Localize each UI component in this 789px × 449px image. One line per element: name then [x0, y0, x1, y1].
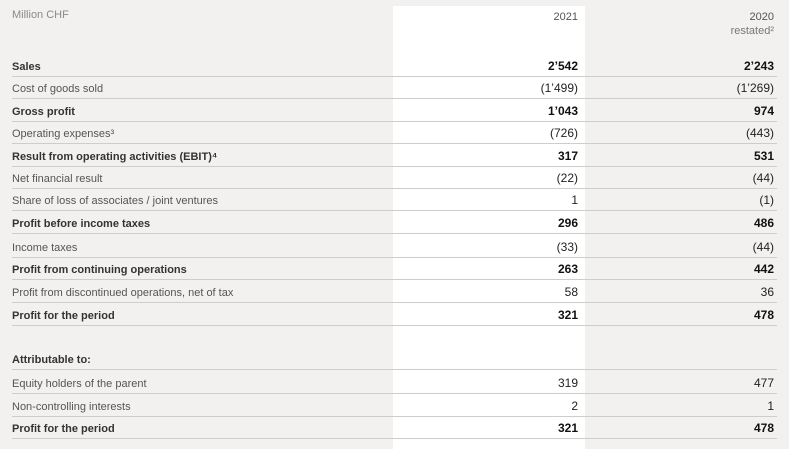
value-2020: (443) [745, 126, 774, 140]
table-row: Profit before income taxes 296 486 [12, 212, 777, 234]
table-row: Income taxes (33) (44) [12, 236, 777, 258]
row-label: Share of loss of associates / joint vent… [12, 195, 219, 207]
value-2020: 531 [753, 149, 774, 163]
column-header-2021: 2021 [553, 11, 578, 23]
row-label: Profit before income taxes [12, 218, 151, 230]
value-2020: (1’269) [736, 81, 774, 95]
value-2021: 296 [557, 216, 578, 230]
value-2020: (1) [759, 193, 774, 207]
value-2021: 317 [557, 149, 578, 163]
value-2020: 1 [767, 399, 774, 413]
value-2020: 478 [753, 308, 774, 322]
row-label: Non-controlling interests [12, 401, 131, 413]
value-2021: (22) [556, 171, 578, 185]
value-2020: 442 [753, 262, 774, 276]
value-2020: 478 [753, 421, 774, 435]
value-2021: 321 [557, 308, 578, 322]
table-row: Profit from discontinued operations, net… [12, 281, 777, 303]
row-label: Profit from discontinued operations, net… [12, 287, 234, 299]
value-2020: (44) [752, 240, 774, 254]
row-label: Sales [12, 61, 41, 73]
table-row: Share of loss of associates / joint vent… [12, 189, 777, 211]
row-label: Profit from continuing operations [12, 264, 187, 276]
value-2021: (1’499) [540, 81, 578, 95]
value-2021: (726) [549, 126, 578, 140]
column-header-2020-note: restated² [730, 25, 774, 37]
value-2020: 974 [753, 104, 774, 118]
attributable-title: Attributable to: [12, 354, 91, 366]
column-2021-highlight [393, 6, 585, 449]
table-row: Operating expenses³ (726) (443) [12, 122, 777, 144]
row-label: Operating expenses³ [12, 128, 115, 140]
table-row: Cost of goods sold (1’499) (1’269) [12, 77, 777, 99]
row-label: Income taxes [12, 242, 78, 254]
value-2021: 2’542 [547, 59, 578, 73]
table-row: Result from operating activities (EBIT)⁴… [12, 145, 777, 167]
value-2021: 1 [571, 193, 578, 207]
row-label: Cost of goods sold [12, 83, 104, 95]
value-2021: 321 [557, 421, 578, 435]
row-label: Profit for the period [12, 423, 115, 435]
value-2021: 1’043 [547, 104, 578, 118]
value-2020: 2’243 [743, 59, 774, 73]
value-2020: 36 [760, 285, 774, 299]
value-2021: 319 [557, 376, 578, 390]
row-label: Equity holders of the parent [12, 378, 147, 390]
table-row: Non-controlling interests 2 1 [12, 395, 777, 417]
table-row: Gross profit 1’043 974 [12, 100, 777, 122]
value-2020: (44) [752, 171, 774, 185]
value-2020: 486 [753, 216, 774, 230]
table-row: Profit for the period 321 478 [12, 304, 777, 326]
value-2021: 2 [571, 399, 578, 413]
row-label: Profit for the period [12, 310, 115, 322]
value-2020: 477 [753, 376, 774, 390]
value-2021: (33) [556, 240, 578, 254]
table-row: Sales 2’542 2’243 [12, 55, 777, 77]
table-row: Equity holders of the parent 319 477 [12, 372, 777, 394]
column-header-2020: 2020 [749, 11, 774, 23]
unit-label: Million CHF [12, 9, 69, 21]
value-2021: 58 [564, 285, 578, 299]
attributable-title-row: Attributable to: [12, 348, 777, 370]
table-row: Net financial result (22) (44) [12, 167, 777, 189]
table-row: Profit from continuing operations 263 442 [12, 258, 777, 280]
table-row: Profit for the period 321 478 [12, 417, 777, 439]
row-label: Net financial result [12, 173, 103, 185]
value-2021: 263 [557, 262, 578, 276]
row-label: Result from operating activities (EBIT)⁴ [12, 151, 218, 163]
row-label: Gross profit [12, 106, 75, 118]
